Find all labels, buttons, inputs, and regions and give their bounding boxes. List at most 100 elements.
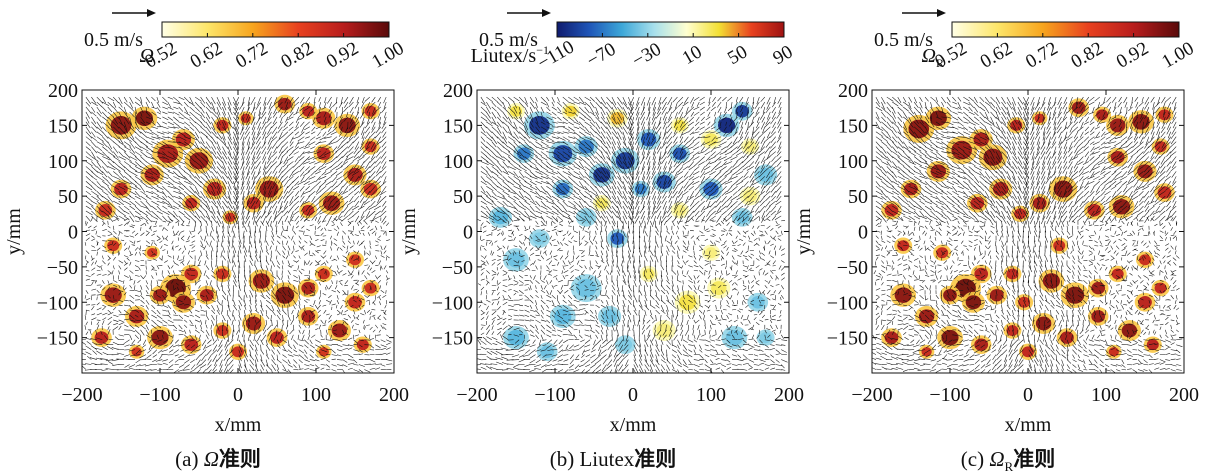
vector-arrow — [162, 226, 165, 231]
vector-arrow — [151, 151, 161, 154]
vector-arrow — [250, 116, 256, 126]
vector-arrow — [112, 225, 115, 230]
vector-arrow — [360, 176, 365, 183]
vector-arrow — [91, 280, 97, 282]
vector-arrow — [618, 364, 624, 372]
vector-arrow — [135, 349, 141, 355]
vector-arrow — [324, 171, 332, 176]
vector-arrow — [572, 255, 574, 260]
vector-arrow — [502, 106, 508, 113]
vector-arrow — [622, 131, 626, 141]
vector-arrow — [562, 186, 569, 192]
vector-arrow — [281, 151, 289, 158]
vector-arrow — [111, 270, 114, 275]
vector-arrow — [271, 235, 275, 241]
vector-arrow — [191, 289, 196, 292]
vector-arrow — [96, 273, 102, 276]
vector-arrow — [344, 304, 349, 308]
vector-arrow — [167, 200, 173, 208]
vector-arrow — [140, 232, 145, 236]
vector-arrow — [557, 309, 560, 315]
vector-arrow — [349, 230, 354, 234]
vector-arrow — [107, 166, 116, 171]
vector-arrow — [140, 309, 145, 315]
vector-arrow — [282, 141, 289, 148]
vector-arrow — [379, 181, 387, 188]
vector-arrow — [545, 364, 552, 367]
vector-arrow — [592, 235, 596, 241]
vector-arrow — [123, 260, 127, 265]
vector-arrow — [293, 230, 296, 235]
vector-arrow — [595, 280, 599, 286]
vector-arrow — [380, 309, 385, 312]
vector-arrow — [84, 325, 87, 330]
vector-arrow — [355, 307, 360, 311]
vector-arrow — [495, 357, 503, 360]
vector-arrow — [348, 166, 354, 174]
vector-arrow — [546, 101, 550, 108]
vector-arrow — [167, 111, 174, 114]
vector-arrow — [502, 237, 506, 241]
vector-arrow — [546, 191, 552, 198]
vector-arrow — [318, 156, 327, 160]
vector-arrow — [123, 195, 131, 200]
vector-arrow — [276, 141, 283, 149]
vector-arrow — [524, 156, 531, 162]
vector-arrow — [507, 121, 515, 129]
vector-arrow — [253, 334, 256, 341]
vector-arrow — [357, 166, 365, 171]
vector-arrow — [118, 205, 125, 212]
vector-arrow — [123, 287, 127, 291]
vector-arrow — [485, 347, 492, 350]
vector-arrow — [496, 361, 503, 365]
vector-arrow — [235, 121, 240, 131]
vector-arrow — [283, 121, 289, 128]
vector-arrow — [290, 219, 294, 222]
vector-arrow — [572, 245, 574, 251]
vector-arrow — [151, 171, 158, 176]
vector-arrow — [378, 260, 381, 265]
vector-arrow — [606, 181, 612, 190]
vector-arrow — [595, 309, 597, 315]
vector-arrow — [266, 200, 272, 209]
vector-arrow — [292, 146, 300, 152]
vector-arrow — [551, 116, 557, 119]
vector-arrow — [319, 136, 327, 141]
vector-arrow — [486, 195, 494, 202]
vector-arrow — [486, 161, 495, 167]
vector-arrow — [502, 301, 508, 306]
vector-arrow — [573, 195, 581, 201]
vector-arrow — [336, 295, 339, 300]
vector-arrow — [255, 215, 261, 224]
vector-arrow — [502, 111, 508, 120]
vector-arrow — [380, 250, 383, 255]
vector-arrow — [216, 354, 223, 362]
vector-arrow — [540, 228, 546, 232]
vector-arrow — [551, 156, 560, 161]
vector-arrow — [91, 229, 96, 232]
vector-arrow — [131, 339, 136, 345]
vector-arrow — [129, 116, 132, 125]
vector-arrow — [336, 151, 343, 159]
vector-arrow — [519, 324, 524, 327]
vector-arrow — [134, 96, 141, 102]
vector-arrow — [96, 321, 100, 326]
vector-arrow — [162, 146, 170, 149]
vector-arrow — [216, 161, 223, 169]
vector-arrow — [507, 363, 514, 365]
vector-arrow — [227, 235, 230, 244]
vector-arrow — [600, 334, 603, 341]
vector-arrow — [562, 151, 570, 157]
vector-arrow — [296, 225, 300, 229]
vector-arrow — [480, 300, 483, 304]
vector-arrow — [194, 301, 196, 306]
vector-arrow — [267, 215, 272, 224]
vector-arrow — [524, 284, 529, 286]
vector-arrow — [370, 190, 376, 197]
vector-arrow — [573, 166, 581, 170]
vector-arrow — [314, 166, 321, 173]
vector-arrow — [265, 309, 267, 315]
vector-arrow — [540, 233, 546, 236]
vector-arrow — [508, 166, 516, 171]
vector-arrow — [546, 176, 554, 182]
